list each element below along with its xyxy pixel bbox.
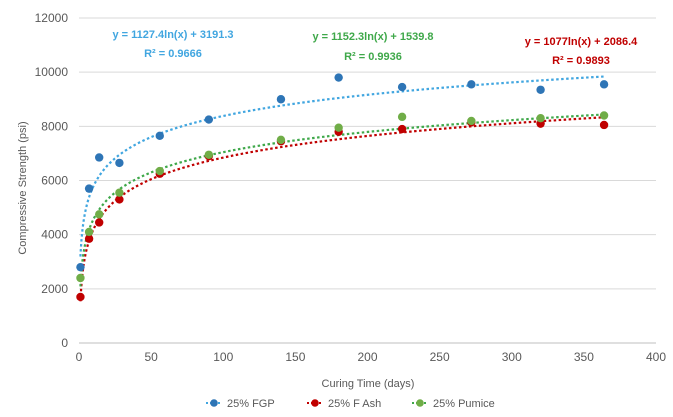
x-tick-label: 300 bbox=[502, 350, 522, 364]
y-tick-label: 8000 bbox=[41, 119, 68, 133]
data-point-series-1 bbox=[115, 195, 124, 204]
x-tick-label: 250 bbox=[430, 350, 450, 364]
data-point-series-1 bbox=[397, 124, 407, 134]
data-point-series-1 bbox=[599, 120, 609, 130]
data-point-series-0 bbox=[276, 95, 286, 104]
trendline-1 bbox=[79, 116, 605, 302]
trendline-2 bbox=[79, 113, 605, 287]
axis-layer: 0 2000 4000 6000 8000 10000 12000 0 50 100 150 200 2… bbox=[35, 11, 667, 364]
trendline-r-squared: R² = 0.9936 bbox=[344, 51, 402, 63]
legend: 25% FGP 25% F Ash 25% Pumice bbox=[206, 398, 495, 410]
y-tick-label: 4000 bbox=[41, 228, 68, 242]
y-tick-label: 0 bbox=[61, 336, 68, 350]
trendline-equation: y = 1152.3ln(x) + 1539.8 bbox=[312, 31, 433, 43]
trendline-layer bbox=[79, 75, 605, 302]
grid-layer bbox=[79, 17, 656, 290]
data-point-series-0 bbox=[155, 131, 164, 141]
trendline-r-squared: R² = 0.9893 bbox=[552, 55, 610, 67]
data-point-series-2 bbox=[84, 227, 94, 237]
trendline-0 bbox=[79, 75, 605, 257]
data-point-series-2 bbox=[115, 188, 124, 197]
data-point-series-2 bbox=[397, 112, 407, 122]
x-tick-label: 50 bbox=[144, 350, 158, 364]
data-point-series-0 bbox=[467, 80, 476, 89]
legend-label: 25% Pumice bbox=[433, 398, 495, 410]
x-tick-label: 0 bbox=[76, 350, 83, 364]
y-tick-label: 6000 bbox=[41, 174, 68, 188]
legend-label: 25% FGP bbox=[227, 398, 275, 410]
trendline-equation: y = 1077ln(x) + 2086.4 bbox=[525, 36, 638, 48]
data-point-series-0 bbox=[76, 262, 85, 272]
data-point-layer bbox=[76, 73, 609, 302]
data-point-series-0 bbox=[397, 82, 407, 92]
data-point-series-2 bbox=[94, 210, 104, 219]
y-tick-label: 10000 bbox=[35, 65, 69, 79]
data-point-series-2 bbox=[334, 123, 343, 132]
data-point-series-2 bbox=[204, 150, 214, 159]
x-tick-label: 200 bbox=[357, 350, 377, 364]
trendline-equation: y = 1127.4ln(x) + 3191.3 bbox=[112, 29, 233, 41]
legend-swatch-marker bbox=[210, 399, 218, 407]
legend-swatch-marker bbox=[311, 399, 319, 407]
data-point-series-0 bbox=[94, 153, 104, 162]
data-point-series-0 bbox=[599, 80, 609, 89]
data-point-series-2 bbox=[599, 111, 609, 120]
data-point-series-1 bbox=[84, 234, 94, 243]
trendline-r-squared: R² = 0.9666 bbox=[144, 48, 202, 60]
data-point-series-0 bbox=[204, 115, 214, 124]
data-point-series-0 bbox=[115, 158, 124, 168]
x-tick-label: 400 bbox=[646, 350, 666, 364]
data-point-series-1 bbox=[94, 218, 104, 227]
data-point-series-1 bbox=[76, 292, 85, 302]
x-tick-label: 100 bbox=[213, 350, 233, 364]
data-point-series-0 bbox=[536, 85, 545, 94]
legend-swatch-marker bbox=[416, 399, 424, 407]
x-tick-label: 150 bbox=[285, 350, 305, 364]
data-point-series-2 bbox=[276, 135, 286, 145]
data-point-series-2 bbox=[76, 273, 85, 283]
y-tick-label: 2000 bbox=[41, 282, 68, 296]
data-point-series-0 bbox=[84, 184, 94, 193]
data-point-series-2 bbox=[536, 114, 545, 123]
data-point-series-0 bbox=[334, 73, 343, 82]
legend-label: 25% F Ash bbox=[328, 398, 381, 410]
y-axis-title: Compressive Strength (psi) bbox=[17, 121, 29, 254]
data-point-series-2 bbox=[155, 166, 164, 176]
y-tick-label: 12000 bbox=[35, 11, 69, 25]
data-point-series-2 bbox=[467, 116, 476, 126]
x-tick-label: 350 bbox=[574, 350, 594, 364]
equation-layer: y = 1127.4ln(x) + 3191.3 R² = 0.9666 y = 1… bbox=[112, 29, 638, 67]
x-axis-title: Curing Time (days) bbox=[322, 378, 415, 390]
